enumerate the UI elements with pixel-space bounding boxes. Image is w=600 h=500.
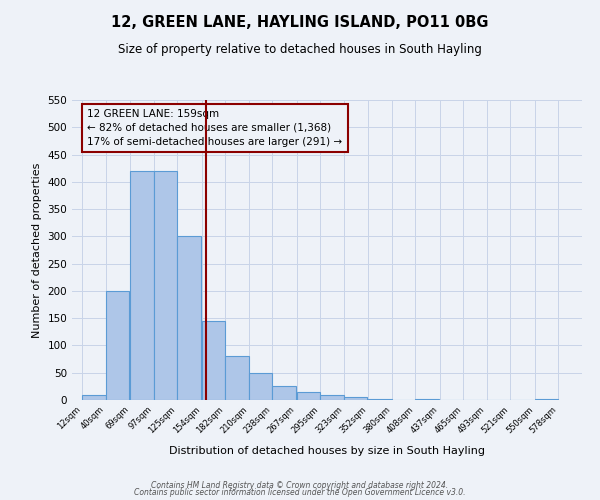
Bar	[368, 399, 392, 400]
Text: 12, GREEN LANE, HAYLING ISLAND, PO11 0BG: 12, GREEN LANE, HAYLING ISLAND, PO11 0BG	[111, 15, 489, 30]
X-axis label: Distribution of detached houses by size in South Hayling: Distribution of detached houses by size …	[169, 446, 485, 456]
Bar	[106, 291, 129, 400]
Bar	[344, 398, 367, 400]
Bar	[320, 394, 344, 400]
Bar	[225, 356, 249, 400]
Bar	[249, 372, 272, 400]
Text: Contains HM Land Registry data © Crown copyright and database right 2024.: Contains HM Land Registry data © Crown c…	[151, 480, 449, 490]
Bar	[272, 386, 296, 400]
Bar	[415, 399, 439, 400]
Text: Size of property relative to detached houses in South Hayling: Size of property relative to detached ho…	[118, 42, 482, 56]
Bar	[154, 171, 177, 400]
Bar	[297, 392, 320, 400]
Y-axis label: Number of detached properties: Number of detached properties	[32, 162, 42, 338]
Bar	[535, 399, 559, 400]
Bar	[177, 236, 201, 400]
Text: Contains public sector information licensed under the Open Government Licence v3: Contains public sector information licen…	[134, 488, 466, 497]
Bar	[82, 394, 106, 400]
Bar	[130, 171, 154, 400]
Bar	[202, 321, 225, 400]
Text: 12 GREEN LANE: 159sqm
← 82% of detached houses are smaller (1,368)
17% of semi-d: 12 GREEN LANE: 159sqm ← 82% of detached …	[88, 109, 343, 147]
